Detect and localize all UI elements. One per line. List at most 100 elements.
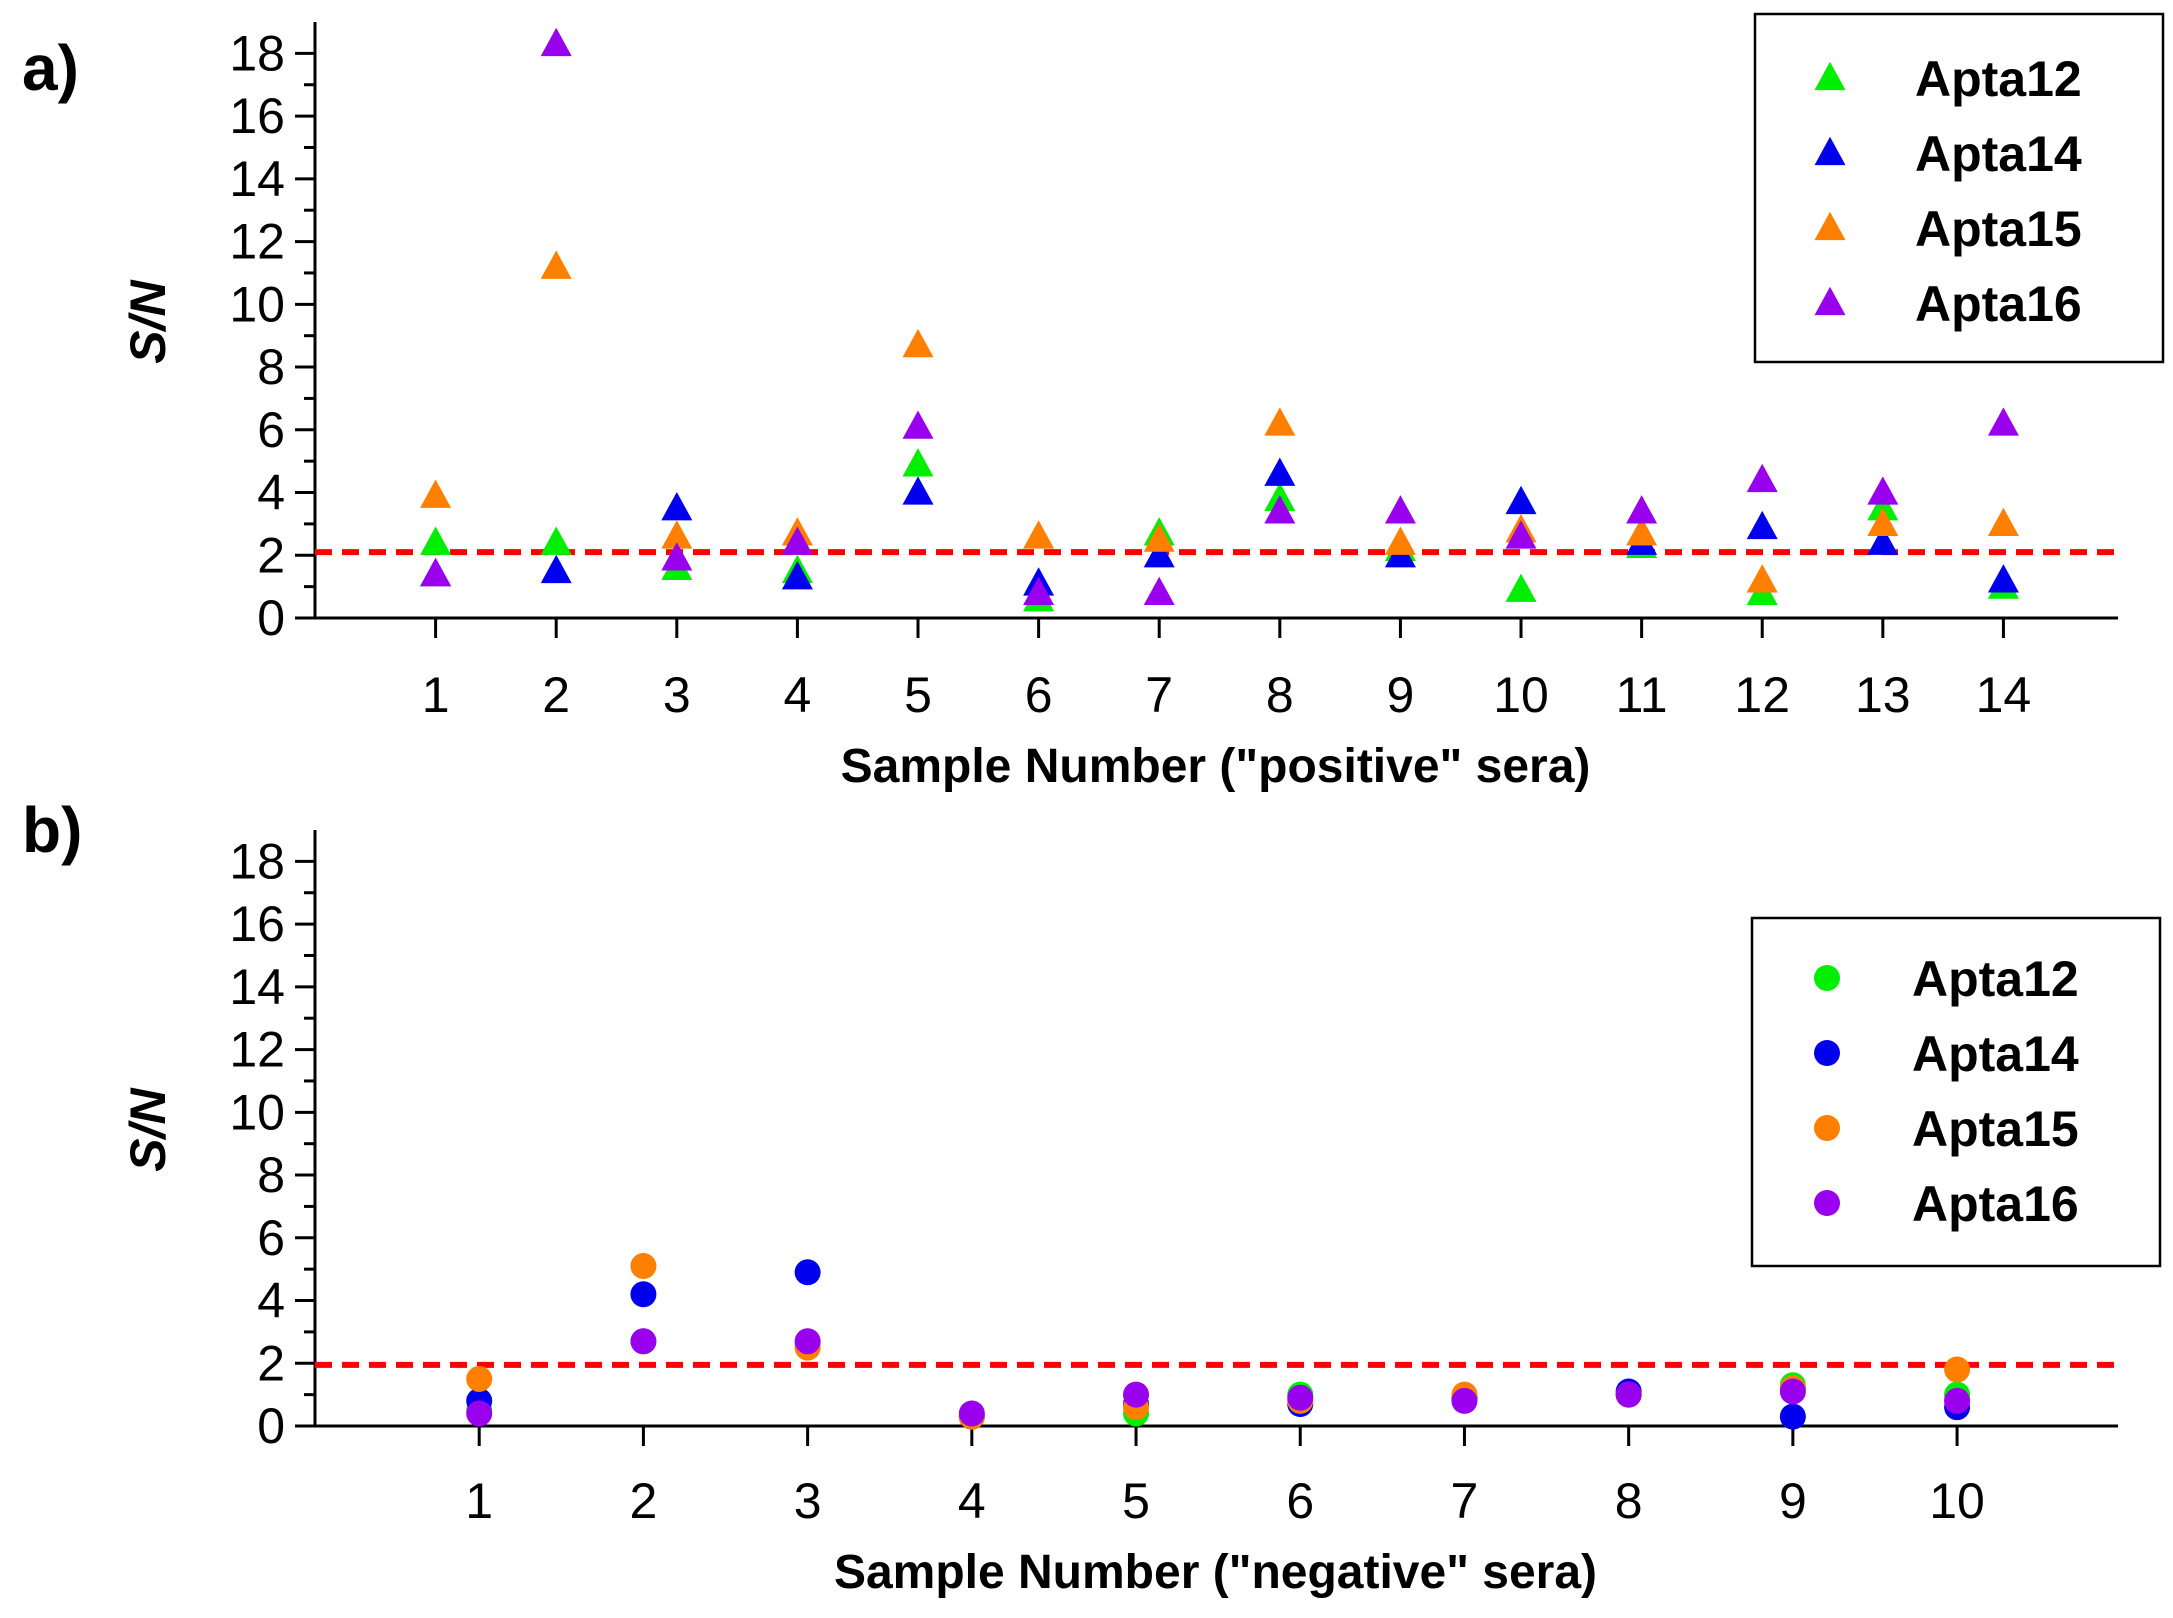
legend-item-apta12: Apta12 bbox=[1814, 51, 2082, 107]
data-point bbox=[1451, 1387, 1478, 1414]
data-point bbox=[781, 526, 813, 555]
data-point bbox=[794, 1259, 821, 1286]
data-point bbox=[1779, 1403, 1806, 1430]
legend-marker bbox=[1814, 1115, 1840, 1141]
data-point bbox=[1746, 463, 1778, 493]
data-point bbox=[661, 520, 693, 549]
x-tick-label: 1 bbox=[422, 667, 450, 723]
y-axis-title: S/N bbox=[120, 279, 176, 363]
x-axis-title: Sample Number ("positive" sera) bbox=[841, 740, 1591, 793]
y-tick-label: 18 bbox=[229, 833, 285, 889]
x-tick-label: 13 bbox=[1855, 667, 1911, 723]
panel-label: a) bbox=[22, 32, 79, 104]
data-point bbox=[1143, 539, 1175, 568]
data-point bbox=[1505, 485, 1537, 515]
legend-label: Apta16 bbox=[1912, 1176, 2079, 1232]
panel-label: b) bbox=[22, 794, 82, 866]
legend-label: Apta14 bbox=[1915, 126, 2082, 182]
data-point bbox=[1626, 517, 1658, 546]
x-axis-title: Sample Number ("negative" sera) bbox=[834, 1546, 1597, 1599]
legend-marker bbox=[1814, 1040, 1840, 1066]
legend: Apta12 Apta14 Apta15 Apta16 bbox=[1750, 916, 2162, 1268]
legend-item-apta12: Apta12 bbox=[1814, 951, 2079, 1007]
data-point bbox=[1867, 492, 1899, 521]
data-point bbox=[1023, 576, 1055, 606]
data-point bbox=[1779, 1378, 1806, 1405]
y-tick-label: 10 bbox=[229, 276, 285, 332]
legend-label: Apta14 bbox=[1912, 1026, 2079, 1082]
data-point bbox=[420, 479, 452, 508]
series-apta15 bbox=[420, 250, 2019, 593]
x-tick-label: 4 bbox=[958, 1473, 986, 1529]
data-point bbox=[1615, 1381, 1642, 1408]
data-point bbox=[1987, 507, 2019, 537]
x-tick-label: 6 bbox=[1025, 667, 1053, 723]
series-apta16 bbox=[420, 27, 2019, 606]
y-tick-label: 4 bbox=[257, 1273, 285, 1329]
data-point bbox=[1746, 564, 1778, 593]
data-point bbox=[466, 1400, 493, 1427]
legend-item-apta14: Apta14 bbox=[1814, 1026, 2079, 1082]
x-tick-label: 6 bbox=[1286, 1473, 1314, 1529]
x-tick-label: 3 bbox=[663, 667, 691, 723]
x-tick-label: 1 bbox=[465, 1473, 493, 1529]
data-point bbox=[902, 448, 934, 477]
y-tick-label: 0 bbox=[257, 1398, 285, 1454]
x-tick-label: 5 bbox=[1122, 1473, 1150, 1529]
data-point bbox=[1264, 495, 1296, 524]
legend-marker bbox=[1814, 965, 1840, 991]
x-tick-label: 7 bbox=[1451, 1473, 1479, 1529]
data-point bbox=[1987, 407, 2019, 436]
legend-marker bbox=[1814, 61, 1846, 91]
data-point bbox=[540, 554, 572, 584]
x-tick-label: 9 bbox=[1779, 1473, 1807, 1529]
y-tick-label: 12 bbox=[229, 1022, 285, 1078]
data-point bbox=[661, 492, 693, 521]
legend-item-apta16: Apta16 bbox=[1814, 1176, 2079, 1232]
x-tick-label: 9 bbox=[1387, 667, 1415, 723]
x-tick-label: 8 bbox=[1615, 1473, 1643, 1529]
data-point bbox=[902, 476, 934, 505]
x-tick-label: 3 bbox=[794, 1473, 822, 1529]
x-tick-label: 10 bbox=[1929, 1473, 1985, 1529]
x-tick-label: 5 bbox=[904, 667, 932, 723]
legend-item-apta14: Apta14 bbox=[1814, 126, 2082, 182]
data-point bbox=[1023, 520, 1055, 549]
data-point bbox=[540, 27, 572, 57]
y-tick-label: 16 bbox=[229, 88, 285, 144]
data-point bbox=[1143, 576, 1175, 606]
data-point bbox=[1287, 1384, 1314, 1411]
y-tick-label: 8 bbox=[257, 339, 285, 395]
x-tick-label: 4 bbox=[784, 667, 812, 723]
data-point bbox=[794, 1328, 821, 1355]
series-apta16 bbox=[466, 1328, 1971, 1427]
legend-label: Apta15 bbox=[1915, 201, 2082, 257]
data-point bbox=[1987, 564, 2019, 593]
data-point bbox=[661, 542, 693, 571]
data-point bbox=[902, 410, 934, 439]
y-axis-title: S/N bbox=[120, 1087, 176, 1171]
data-point bbox=[1384, 526, 1416, 555]
data-point bbox=[630, 1281, 657, 1308]
x-tick-label: 2 bbox=[630, 1473, 658, 1529]
data-point bbox=[1867, 507, 1899, 537]
data-point bbox=[1505, 573, 1537, 602]
data-point bbox=[1867, 476, 1899, 505]
data-point bbox=[540, 250, 572, 279]
legend-label: Apta15 bbox=[1912, 1101, 2079, 1157]
y-tick-label: 6 bbox=[257, 1210, 285, 1266]
data-point bbox=[1626, 495, 1658, 524]
data-point bbox=[630, 1253, 657, 1280]
y-tick-label: 10 bbox=[229, 1084, 285, 1140]
data-point bbox=[1944, 1387, 1971, 1414]
y-tick-label: 2 bbox=[257, 527, 285, 583]
data-point bbox=[1143, 523, 1175, 552]
y-tick-label: 16 bbox=[229, 896, 285, 952]
x-tick-label: 11 bbox=[1616, 667, 1668, 723]
data-point bbox=[1264, 457, 1296, 486]
y-tick-label: 14 bbox=[229, 959, 285, 1015]
data-point bbox=[1123, 1381, 1150, 1408]
